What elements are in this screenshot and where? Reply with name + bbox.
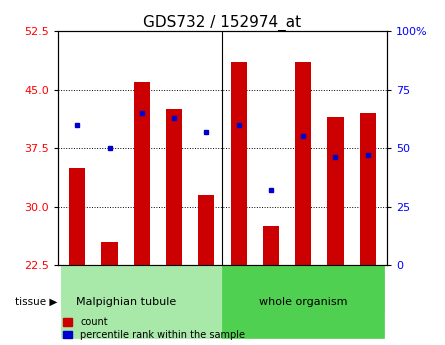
- Bar: [125, 265, 158, 312]
- Text: tissue ▶: tissue ▶: [16, 297, 58, 307]
- Bar: [93, 265, 125, 312]
- Title: GDS732 / 152974_at: GDS732 / 152974_at: [143, 15, 302, 31]
- Bar: [287, 265, 320, 312]
- Bar: [231, 62, 247, 265]
- Bar: [255, 265, 287, 312]
- Bar: [263, 226, 279, 265]
- Bar: [328, 117, 344, 265]
- Legend: count, percentile rank within the sample: count, percentile rank within the sample: [63, 317, 245, 340]
- Bar: [69, 168, 85, 265]
- Bar: [61, 265, 222, 338]
- Bar: [222, 265, 255, 312]
- Bar: [198, 195, 214, 265]
- Text: whole organism: whole organism: [259, 297, 348, 307]
- Bar: [158, 265, 190, 312]
- Bar: [295, 62, 312, 265]
- Bar: [101, 241, 117, 265]
- Bar: [190, 265, 222, 312]
- Bar: [360, 113, 376, 265]
- Bar: [134, 82, 150, 265]
- Text: Malpighian tubule: Malpighian tubule: [76, 297, 176, 307]
- Bar: [320, 265, 352, 312]
- Bar: [61, 265, 93, 312]
- Bar: [166, 109, 182, 265]
- Bar: [352, 265, 384, 312]
- Bar: [222, 265, 384, 338]
